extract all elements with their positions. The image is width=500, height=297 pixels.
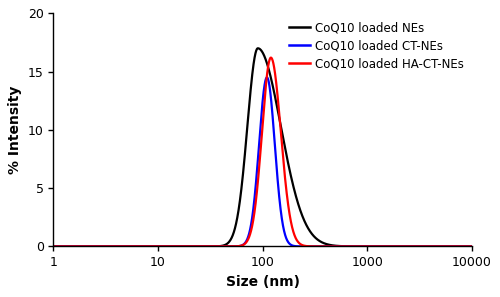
Y-axis label: % Intensity: % Intensity — [8, 86, 22, 174]
Legend: CoQ10 loaded NEs, CoQ10 loaded CT-NEs, CoQ10 loaded HA-CT-NEs: CoQ10 loaded NEs, CoQ10 loaded CT-NEs, C… — [286, 19, 466, 72]
X-axis label: Size (nm): Size (nm) — [226, 275, 300, 289]
